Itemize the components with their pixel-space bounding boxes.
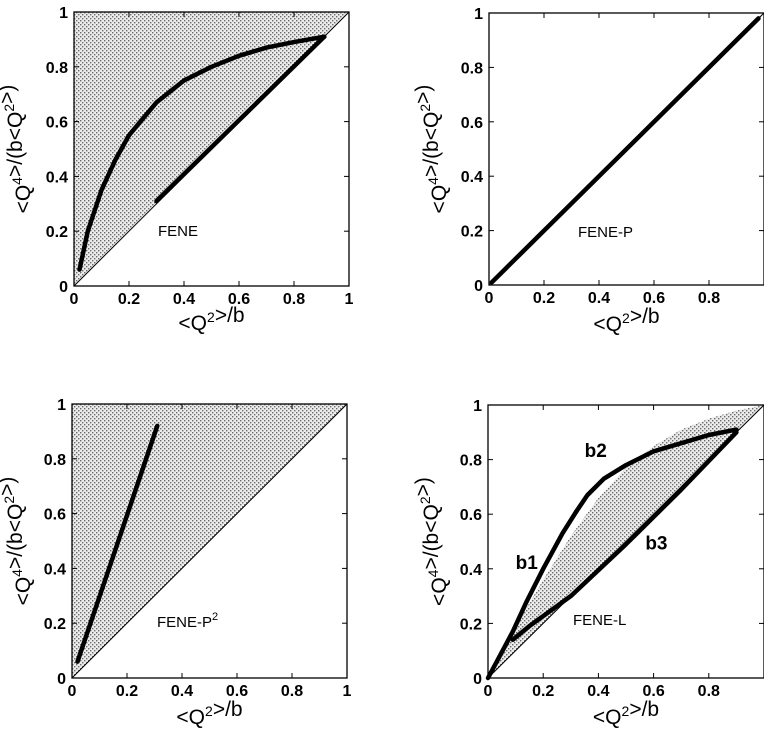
y-tick-label: 0 [473,671,482,688]
x-tick-label: 0.4 [587,683,609,700]
x-tick-label: 0.2 [533,290,555,307]
x-axis-label: <Q2>/b [176,698,242,729]
x-tick-label: 0.8 [281,683,303,700]
y-tick-label: 0.8 [460,453,482,470]
x-tick-label: 0.4 [171,683,193,700]
x-tick-label: 0 [485,290,494,307]
y-tick-label: 0.6 [461,115,483,132]
x-tick-label: 0 [68,683,77,700]
axes-frame [488,12,764,286]
diagonal-line [71,403,348,679]
axes-frame [73,11,350,287]
series-line [154,34,327,204]
x-axis-label: <Q2>/b [178,304,244,335]
series-line [510,430,739,643]
y-axis-label: <Q4>/(b<Q2>) [0,85,35,214]
chart-panel-fene-p: 00 0.2 0.2 0.4 0.4 0.6 0.6 0.8 0.8 1 <Q2>/b <Q4>/(b… [412,6,764,336]
axes-frame [487,404,764,679]
panel-label: FENE-P [578,224,633,241]
series-line [574,427,739,514]
x-tick-label: 0.2 [118,291,140,308]
x-axis-label: <Q2>/b [593,698,659,729]
panel-label: FENE [158,223,198,240]
plot-area: 00 0.2 0.2 0.4 0.4 0.6 0.6 0.8 0.8 1 b1 b2 b3 <Q2>/b <… [412,398,764,729]
chart-panel-fene-l: 00 0.2 0.2 0.4 0.4 0.6 0.6 0.8 0.8 1 b1 b2 b3 <Q2>/b <… [412,398,764,729]
plot-area: 00 0.2 0.2 0.4 0.4 0.6 0.6 0.8 0.8 1 1 <Q2>/b <Q4>/(… [0,5,354,335]
y-tick-label: 0 [59,279,68,296]
x-tick-label: 1 [345,291,354,308]
series-line [75,423,160,664]
x-tick-label: 0 [484,683,493,700]
x-tick-label: 0.6 [228,291,250,308]
x-tick-label: 0.4 [173,291,195,308]
x-tick-label: 0.2 [532,683,554,700]
y-tick-label: 0.6 [460,507,482,524]
y-tick-label: 0.4 [461,169,483,186]
y-tick-label: 0.2 [44,616,66,633]
y-axis-label: <Q4>/(b<Q2>) [0,477,35,606]
y-tick-label: 1 [474,6,483,23]
x-tick-label: 0.8 [698,683,720,700]
y-tick-label: 0.2 [46,224,68,241]
curve-label-b2: b2 [585,441,607,462]
x-tick-label: 0.8 [698,290,720,307]
y-tick-label: 0.6 [46,115,68,132]
y-tick-label: 0.2 [461,224,483,241]
series-line [77,34,327,272]
y-tick-label: 0.4 [44,561,66,578]
panel-label: FENE-P2 [157,611,218,631]
y-tick-label: 0 [474,278,483,295]
x-axis-label: <Q2>/b [593,305,659,336]
series-line [489,16,761,285]
x-tick-label: 0.6 [643,290,665,307]
y-tick-label: 0.8 [46,60,68,77]
y-tick-label: 0.4 [46,169,68,186]
x-tick-label: 0.6 [226,683,248,700]
plot-area: 00 0.2 0.2 0.4 0.4 0.6 0.6 0.8 0.8 1 <Q2>/b <Q4>/(b… [412,6,764,336]
plot-area: 00 0.2 0.2 0.4 0.4 0.6 0.6 0.8 0.8 1 1 <Q2>/b <Q4>/(… [0,397,352,729]
x-tick-label: 0.4 [588,290,610,307]
y-tick-label: 1 [59,5,68,22]
y-tick-label: 0.6 [44,507,66,524]
y-tick-label: 0.2 [460,616,482,633]
y-tick-label: 1 [473,398,482,415]
y-axis-label: <Q4>/(b<Q2>) [412,85,451,214]
y-tick-label: 1 [57,397,66,414]
series-line [485,509,579,681]
chart-panel-fene: 00 0.2 0.2 0.4 0.4 0.6 0.6 0.8 0.8 1 1 <Q2>/b <Q4>/(… [0,5,354,335]
x-tick-label: 0.8 [283,291,305,308]
x-tick-label: 1 [343,683,352,700]
x-tick-label: 0.2 [116,683,138,700]
curve-label-b1: b1 [516,553,539,574]
panel-label: FENE-L [573,612,626,629]
y-tick-label: 0 [57,671,66,688]
y-tick-label: 0.4 [460,562,482,579]
x-tick-label: 0.6 [642,683,664,700]
axes-frame [71,403,348,679]
x-tick-label: 0 [70,291,79,308]
y-tick-label: 0.8 [44,452,66,469]
curve-label-b3: b3 [645,534,667,555]
y-tick-label: 0.8 [461,60,483,77]
y-axis-label: <Q4>/(b<Q2>) [412,477,451,606]
chart-panel-fene-p2: 00 0.2 0.2 0.4 0.4 0.6 0.6 0.8 0.8 1 1 <Q2>/b <Q4>/(… [0,397,352,729]
